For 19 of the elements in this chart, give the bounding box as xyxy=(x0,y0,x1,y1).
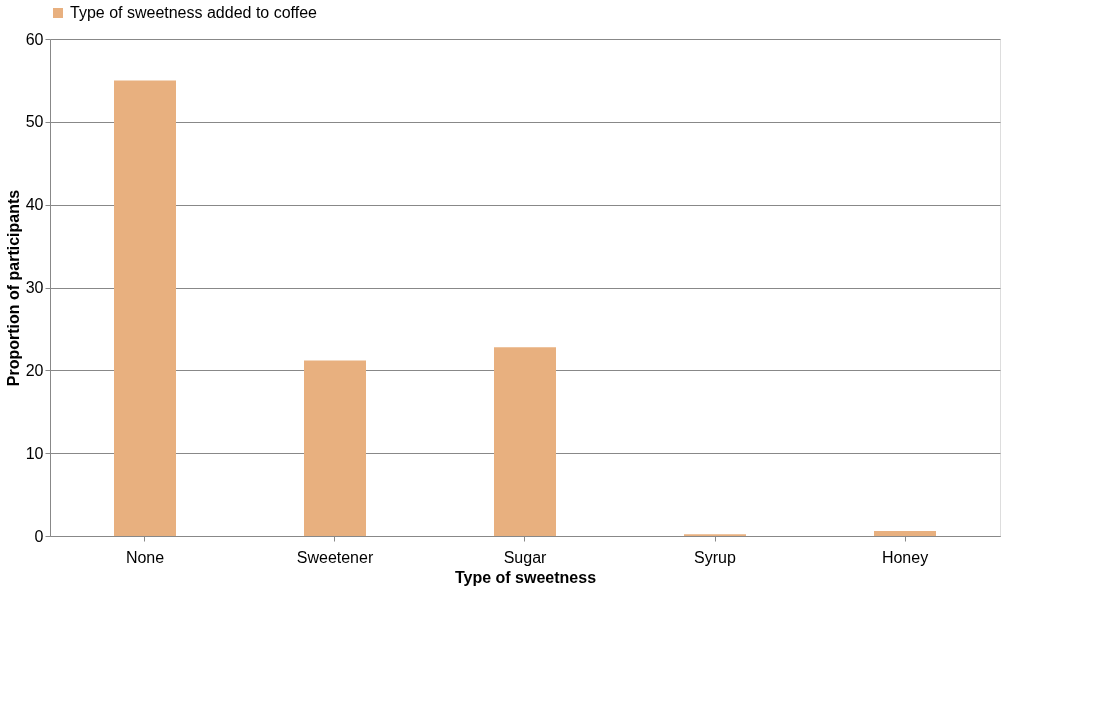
bar xyxy=(304,360,366,536)
y-tick-label: 0 xyxy=(34,527,44,545)
bar xyxy=(114,80,176,536)
x-tick-label: Honey xyxy=(881,548,929,566)
y-tick-label: 40 xyxy=(25,196,44,214)
y-axis-title: Proportion of participants xyxy=(4,189,22,387)
x-tick-label: Syrup xyxy=(694,548,736,566)
bar xyxy=(494,347,556,536)
y-tick-label: 30 xyxy=(25,279,44,296)
y-tick-label: 60 xyxy=(25,30,44,48)
x-tick-label: None xyxy=(125,548,165,566)
y-tick-label: 20 xyxy=(25,361,44,379)
x-tick-label: Sugar xyxy=(503,548,548,566)
x-axis-title: Type of sweetness xyxy=(454,568,597,586)
y-tick-label: 50 xyxy=(25,113,44,131)
y-tick-label: 10 xyxy=(25,444,44,462)
bar xyxy=(874,531,936,536)
legend-label: Type of sweetness added to coffee xyxy=(70,4,318,21)
x-tick-label: Sweetener xyxy=(296,548,374,566)
